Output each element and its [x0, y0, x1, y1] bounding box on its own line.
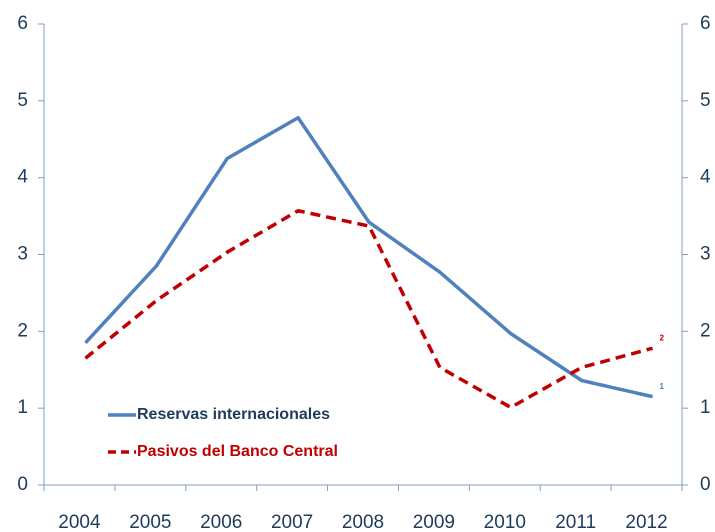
- x-tick-label: 2008: [342, 512, 384, 532]
- y2-tick-label: 4: [700, 167, 711, 188]
- y2-tick-label: 2: [700, 320, 711, 341]
- x-tick-label: 2010: [484, 512, 526, 532]
- y-tick-label: 1: [17, 397, 28, 418]
- y2-tick-label: 6: [700, 13, 711, 34]
- y2-tick-label: 3: [700, 244, 711, 265]
- annotation: 1: [660, 382, 665, 391]
- series-line: [84, 115, 653, 399]
- y-tick-label: 4: [17, 167, 28, 188]
- y-tick-label: 5: [17, 90, 28, 111]
- y2-tick-label: 1: [700, 397, 711, 418]
- series-line: [84, 208, 654, 410]
- y-tick-label: 0: [17, 474, 28, 495]
- x-tick-label: 2012: [625, 512, 667, 532]
- annotation: 2: [660, 333, 665, 342]
- legend-label: Reservas internacionales: [137, 406, 330, 423]
- x-tick-label: 2011: [555, 512, 596, 532]
- y2-tick-label: 0: [700, 474, 711, 495]
- x-tick-label: 2004: [58, 512, 101, 532]
- y-tick-label: 2: [17, 320, 28, 341]
- x-tick-label: 2005: [129, 512, 171, 532]
- y-tick-label: 6: [17, 13, 28, 34]
- x-tick-label: 2007: [271, 512, 313, 532]
- x-tick-label: 2009: [413, 512, 455, 532]
- x-tick-label: 2006: [200, 512, 242, 532]
- y-tick-label: 3: [17, 244, 28, 265]
- y2-tick-label: 5: [700, 90, 711, 111]
- legend-label: Pasivos del Banco Central: [137, 443, 338, 460]
